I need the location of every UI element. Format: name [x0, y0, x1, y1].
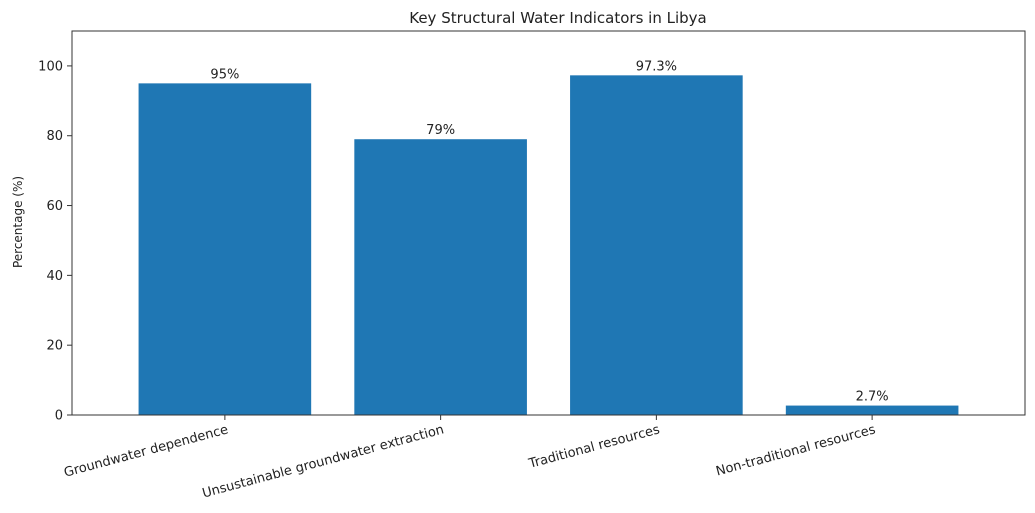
data-label: 2.7%	[856, 390, 889, 405]
data-label: 97.3%	[636, 59, 677, 74]
y-tick-label: 60	[46, 199, 63, 214]
data-label: 79%	[426, 123, 455, 138]
bars	[138, 75, 959, 416]
bar	[570, 75, 743, 416]
y-axis-label: Percentage (%)	[11, 176, 25, 268]
plot-frame	[71, 30, 1026, 416]
y-tick-label: 80	[46, 129, 63, 144]
bar	[354, 139, 527, 415]
data-labels: 95% 79% 97.3% 2.7%	[210, 59, 888, 404]
x-tick-label: Unsustainable groundwater extraction	[201, 422, 446, 501]
x-tick-label: Groundwater dependence	[62, 422, 229, 480]
y-tick-label: 0	[55, 409, 63, 424]
x-tick-label: Non-traditional resources	[714, 422, 877, 479]
y-tick-label: 40	[46, 269, 63, 284]
chart-title: Key Structural Water Indicators in Libya	[409, 9, 707, 27]
y-tick-label: 20	[46, 339, 63, 354]
y-axis-ticks: 0 20 40 60 80 100	[38, 59, 72, 424]
data-label: 95%	[210, 67, 239, 82]
bar	[138, 83, 312, 415]
x-tick-label: Traditional resources	[526, 422, 661, 472]
bar	[785, 405, 959, 415]
y-tick-label: 100	[38, 59, 63, 74]
